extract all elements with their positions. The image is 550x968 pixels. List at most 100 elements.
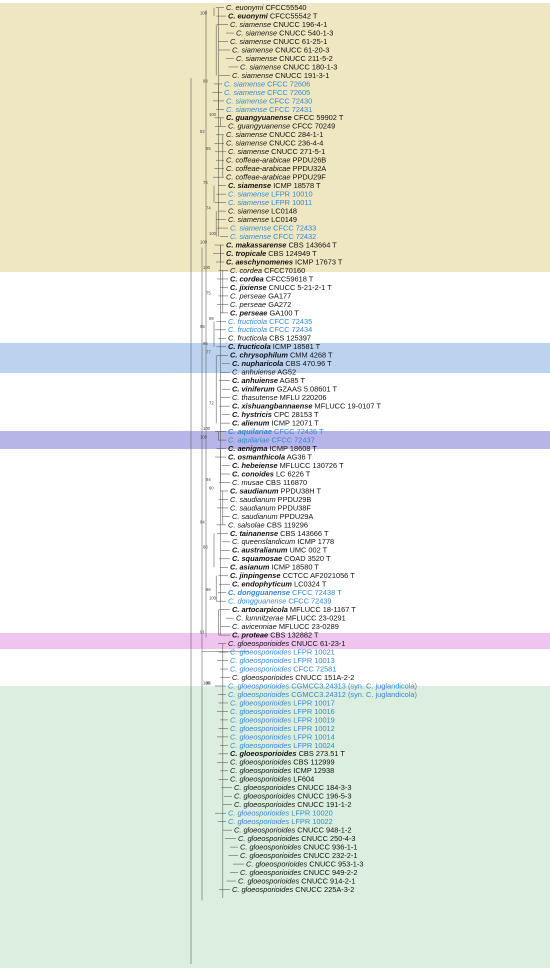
strain-code: CBS 470.96 T bbox=[283, 359, 332, 368]
strain-code: ICMP 17673 T bbox=[293, 257, 343, 266]
taxon-label: C. siamense CNUCC 236-4-4 bbox=[226, 139, 323, 148]
species-name: C. gloeosporioides bbox=[228, 681, 290, 690]
strain-code: MFLUCC 18-1167 T bbox=[288, 605, 356, 614]
strain-code: CNUCC 196-4-1 bbox=[271, 20, 327, 29]
taxon-label: C. gloeosporioides LFPR 10024 bbox=[230, 741, 335, 750]
species-name: C. siamense bbox=[228, 198, 269, 207]
species-name: C. gloeosporioides bbox=[230, 775, 292, 784]
strain-code: CFCC 72431 bbox=[267, 105, 312, 114]
strain-code: CFCC55542 T bbox=[268, 11, 318, 20]
support-value: 95 bbox=[200, 324, 205, 329]
strain-code: CNUCC 151A-2-2 bbox=[293, 673, 354, 682]
taxon-label: C. siamense CNUCC 211-5-2 bbox=[236, 54, 333, 63]
taxon-label: C. gloeosporioides CNUCC 184-3-3 bbox=[234, 783, 352, 792]
species-name: C. osmanthicola bbox=[228, 452, 285, 461]
species-name: C. gloeosporioides bbox=[230, 741, 292, 750]
support-value: 74 bbox=[206, 206, 211, 211]
taxon-label: C. coffeae-arabicae PPDU32A bbox=[226, 164, 326, 173]
strain-code: CBS 116870 bbox=[264, 478, 307, 487]
taxon-label: C. coffeae-arabicae PPDU29F bbox=[226, 173, 326, 182]
taxon-label: C. hystricis CPC 28153 T bbox=[232, 410, 319, 419]
taxon-label: C. perseae GA100 T bbox=[230, 308, 299, 317]
taxon-label: C. gloeosporioides LFPR 10013 bbox=[230, 656, 335, 665]
species-name: C. siamense bbox=[228, 147, 269, 156]
taxon-label: C. hebeiense MFLUCC 130726 T bbox=[232, 461, 344, 470]
species-name: C. gloeosporioides bbox=[240, 843, 302, 852]
support-value: 100 bbox=[200, 239, 208, 244]
strain-code: LFPR 10011 bbox=[269, 198, 312, 207]
taxon-label: C. gloeosporioides LFPR 10017 bbox=[230, 698, 335, 707]
taxon-label: C. guangyuanense CFCC 59902 T bbox=[226, 113, 344, 122]
species-name: C. proteae bbox=[232, 631, 268, 640]
strain-code: GA177 bbox=[266, 291, 291, 300]
strain-code: CNUCC 236-4-4 bbox=[267, 139, 323, 148]
species-name: C. fructicola bbox=[228, 317, 267, 326]
species-name: C. gloeosporioides bbox=[228, 817, 290, 826]
taxon-label: C. saudianum PPDU38H T bbox=[230, 486, 322, 495]
species-name: C. perseae bbox=[230, 291, 266, 300]
taxon-label: C. anhuiense AG52 bbox=[232, 368, 296, 377]
strain-code: PPDU32A bbox=[291, 164, 327, 173]
strain-code: PPDU29B bbox=[276, 495, 312, 504]
strain-code: CFCC 72436 T bbox=[272, 427, 324, 436]
strain-code: GZAAS 5.08601 T bbox=[275, 385, 338, 394]
strain-code: CNUCC 232-2-1 bbox=[301, 851, 357, 860]
strain-code: LC0149 bbox=[269, 215, 297, 224]
strain-code: MFLUCC 23-0291 bbox=[284, 614, 346, 623]
strain-code: CNUCC 540-1-3 bbox=[277, 28, 333, 37]
species-name: C. siamense bbox=[230, 223, 271, 232]
species-name: C. siamense bbox=[228, 190, 269, 199]
species-name: C. gloeosporioides bbox=[234, 792, 296, 801]
species-name: C. avicenniae bbox=[232, 622, 277, 631]
taxon-label: C. siamense CFCC 72606 bbox=[224, 79, 310, 88]
taxon-label: C. gloeosporioides CBS 112999 bbox=[230, 758, 335, 767]
taxon-label: C. gloeosporioides ICMP 12938 bbox=[230, 766, 334, 775]
species-name: C. siamense bbox=[226, 139, 267, 148]
species-name: C. siamense bbox=[232, 45, 273, 54]
taxon-label: C. gloeosporioides CBS 273.51 T bbox=[230, 749, 345, 758]
species-name: C. gloeosporioides bbox=[232, 673, 294, 682]
strain-code: ICMP 18608 T bbox=[267, 444, 317, 453]
species-name: C. gloeosporioides bbox=[246, 859, 308, 868]
strain-code: COAD 3520 T bbox=[282, 554, 331, 563]
taxon-label: C. siamense CFCC 72430 bbox=[226, 96, 312, 105]
species-name: C. siamense bbox=[236, 54, 277, 63]
strain-code: CFCC 59902 T bbox=[292, 113, 344, 122]
strain-code: LF604 bbox=[291, 775, 314, 784]
taxon-label: C. siamense CFCC 72433 bbox=[230, 223, 316, 232]
species-name: C. thasutense bbox=[232, 393, 278, 402]
clade-band-5 bbox=[0, 686, 550, 968]
species-name: C. siamense bbox=[224, 79, 265, 88]
species-name: C. gloeosporioides bbox=[230, 647, 292, 656]
strain-code: LC0324 T bbox=[292, 580, 327, 589]
strain-code: LFPR 10020 bbox=[289, 809, 333, 818]
species-name: C. fructicola bbox=[228, 334, 267, 343]
strain-code: CNUCC 914-2-1 bbox=[299, 876, 355, 885]
species-name: C. gloeosporioides bbox=[238, 834, 300, 843]
taxon-label: C. gloeosporioides CNUCC 196-5-3 bbox=[234, 792, 352, 801]
species-name: C. viniferum bbox=[232, 385, 275, 394]
taxon-label: C. makassarense CBS 143664 T bbox=[226, 240, 337, 249]
species-name: C. saudianum bbox=[230, 495, 276, 504]
taxon-label: C. dongguanense CFCC 72439 bbox=[228, 597, 332, 606]
taxon-label: C. thasutense MFLU 220206 bbox=[232, 393, 327, 402]
species-name: C. aeschynomenes bbox=[226, 257, 293, 266]
strain-code: CFCC 70249 bbox=[290, 122, 335, 131]
species-name: C. gloeosporioides bbox=[240, 851, 302, 860]
support-value: 86 bbox=[203, 545, 208, 550]
taxon-label: C. siamense CNUCC 180-1-3 bbox=[240, 62, 337, 71]
strain-code: CNUCC 948-1-2 bbox=[295, 826, 351, 835]
support-value: 86 bbox=[206, 680, 211, 685]
species-name: C. anhuiense bbox=[232, 376, 278, 385]
species-name: C. saudianum bbox=[230, 503, 276, 512]
species-name: C. guangyuanense bbox=[228, 122, 290, 131]
taxon-label: C. viniferum GZAAS 5.08601 T bbox=[232, 385, 338, 394]
taxon-label: C. alienum ICMP 12071 T bbox=[232, 419, 319, 428]
species-name: C. siamense bbox=[228, 181, 271, 190]
species-name: C. euonymi bbox=[226, 3, 264, 12]
strain-code: GA100 T bbox=[267, 308, 299, 317]
taxon-label: C. gloeosporioides LFPR 10012 bbox=[230, 724, 335, 733]
taxon-label: C. cordea CFCC70160 bbox=[230, 266, 305, 275]
strain-code: CBS 273.51 T bbox=[297, 749, 346, 758]
